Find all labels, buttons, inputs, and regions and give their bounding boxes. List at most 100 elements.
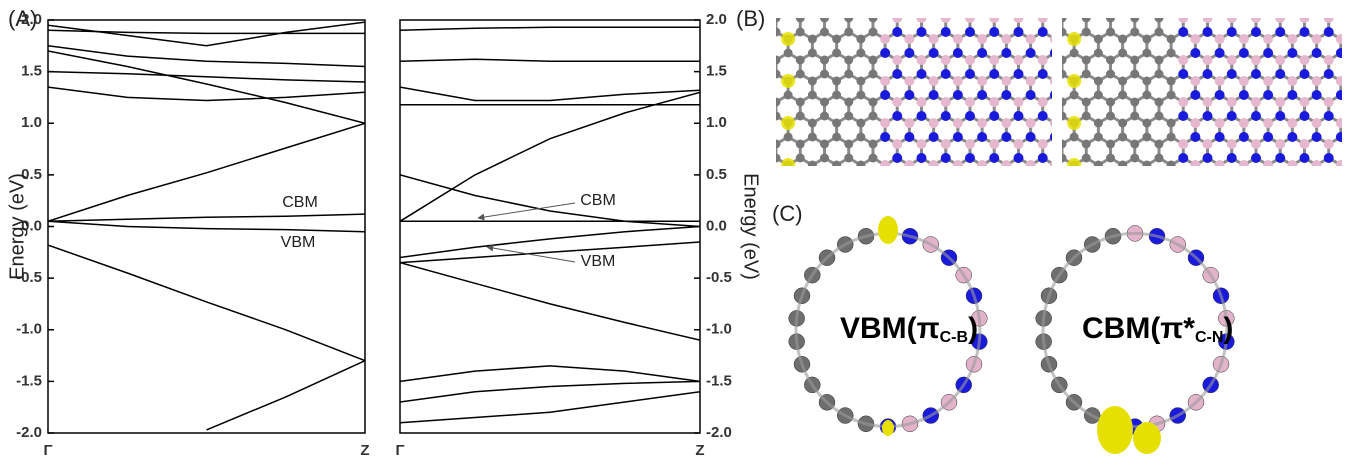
atom	[892, 69, 902, 79]
bond	[1110, 11, 1122, 18]
atom	[1263, 34, 1273, 44]
atom	[1154, 112, 1163, 121]
atom	[1167, 133, 1176, 142]
atom	[1251, 139, 1261, 149]
bond	[921, 11, 933, 18]
atom	[941, 153, 951, 163]
atom	[989, 181, 999, 191]
atom	[772, 182, 781, 191]
atom	[747, 56, 756, 65]
atom	[1287, 0, 1297, 2]
atom	[1299, 111, 1309, 121]
atom	[1038, 55, 1048, 65]
bands	[400, 27, 700, 423]
atom	[1118, 161, 1127, 170]
atom	[880, 174, 890, 184]
atom	[1086, 181, 1096, 191]
bond	[752, 95, 764, 102]
atom	[1336, 76, 1346, 86]
bond	[740, 95, 752, 102]
atom	[880, 34, 890, 44]
atom	[1227, 181, 1237, 191]
atom	[1336, 48, 1346, 58]
atom	[929, 48, 939, 58]
atom	[904, 48, 914, 58]
atom	[1178, 27, 1188, 37]
atom	[820, 56, 829, 65]
atom	[1324, 195, 1334, 205]
atom	[796, 14, 805, 23]
bond	[1341, 179, 1348, 186]
plot-frame	[48, 20, 365, 433]
bond	[728, 95, 740, 102]
atom	[1013, 181, 1023, 191]
bond	[946, 11, 958, 18]
band-line	[48, 87, 365, 100]
bond	[800, 11, 812, 18]
atom	[796, 182, 805, 191]
atom	[1033, 182, 1042, 191]
bond	[1014, 11, 1026, 18]
atom	[929, 174, 939, 184]
bond	[1220, 179, 1232, 186]
atom	[965, 69, 975, 79]
atom	[1190, 76, 1200, 86]
atom	[916, 139, 926, 149]
atom	[759, 133, 768, 142]
atom	[1082, 56, 1091, 65]
atom	[965, 97, 975, 107]
atom	[1001, 6, 1011, 16]
bond	[1055, 179, 1067, 186]
atom	[723, 28, 732, 37]
bond	[728, 179, 740, 186]
atom	[1227, 69, 1237, 79]
atom	[832, 175, 841, 184]
atom	[1324, 97, 1334, 107]
atom	[1118, 49, 1127, 58]
x-tick-label: Γ	[43, 442, 52, 459]
band-line	[400, 59, 700, 61]
atom	[1001, 174, 1011, 184]
bond	[1135, 11, 1147, 18]
bond	[764, 32, 776, 39]
bond	[1079, 11, 1091, 18]
atom	[868, 14, 877, 23]
atom	[1299, 27, 1309, 37]
atom	[772, 70, 781, 79]
atom	[1215, 174, 1225, 184]
atom	[1312, 76, 1322, 86]
atom	[820, 98, 829, 107]
atom	[1215, 76, 1225, 86]
bond	[1043, 11, 1055, 18]
atom	[784, 133, 793, 142]
atom	[832, 133, 841, 142]
atom	[1050, 6, 1060, 16]
atom	[844, 140, 853, 149]
bond	[1038, 179, 1050, 186]
atom	[977, 76, 987, 86]
atom	[1118, 77, 1127, 86]
band-line	[48, 221, 365, 231]
atom	[1312, 90, 1322, 100]
atom	[1251, 153, 1261, 163]
atom	[1130, 14, 1139, 23]
bond	[1038, 11, 1050, 18]
ring-label: VBM(πC-B)	[840, 312, 978, 346]
atom	[1167, 119, 1176, 128]
bond	[1329, 11, 1341, 18]
atom	[904, 160, 914, 170]
atom	[1033, 196, 1042, 205]
atom	[1299, 55, 1309, 65]
atom	[844, 14, 853, 23]
atom	[1058, 196, 1067, 205]
orbital	[1067, 0, 1081, 4]
bond	[970, 11, 982, 18]
y-axis-label: Energy (eV)	[740, 173, 762, 280]
atom	[772, 112, 781, 121]
bond	[1067, 11, 1079, 18]
atom	[1142, 133, 1151, 142]
atom	[808, 133, 817, 142]
atom	[1094, 91, 1103, 100]
atom	[772, 140, 781, 149]
bond	[1050, 179, 1062, 186]
